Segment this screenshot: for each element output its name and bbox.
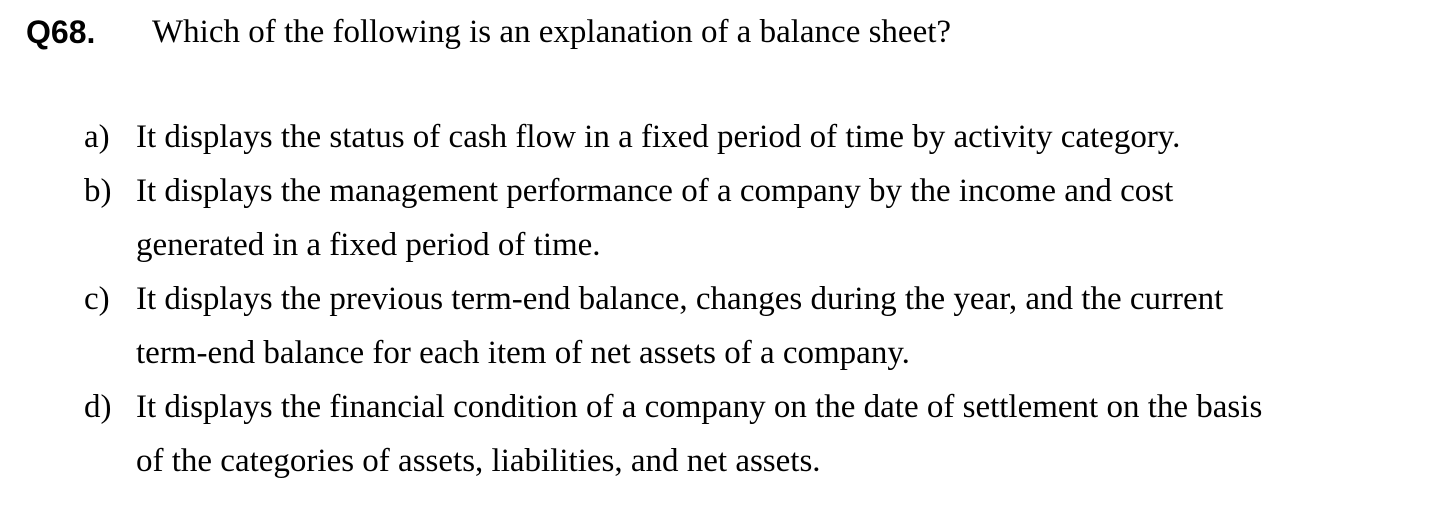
option-text: It displays the previous term-end balanc… (136, 272, 1424, 380)
option-text: It displays the status of cash flow in a… (136, 110, 1424, 164)
option-text-line: generated in a fixed period of time. (136, 227, 601, 263)
option-c: c) It displays the previous term-end bal… (84, 272, 1424, 380)
question-number: Q68. (26, 14, 96, 50)
option-text-line: It displays the management performance o… (136, 173, 1174, 209)
option-text-line: It displays the previous term-end balanc… (136, 281, 1224, 317)
option-text: It displays the financial condition of a… (136, 380, 1424, 488)
option-text-line: It displays the status of cash flow in a… (136, 119, 1181, 155)
option-text-line: It displays the financial condition of a… (136, 389, 1263, 425)
option-letter: c) (84, 281, 110, 317)
option-text-line: of the categories of assets, liabilities… (136, 443, 821, 479)
option-letter: d) (84, 389, 112, 425)
option-text-line: term-end balance for each item of net as… (136, 335, 910, 371)
option-letter: a) (84, 119, 110, 155)
answer-options: a) It displays the status of cash flow i… (84, 110, 1424, 488)
option-text: It displays the management performance o… (136, 164, 1424, 272)
option-a: a) It displays the status of cash flow i… (84, 110, 1424, 164)
option-b: b) It displays the management performanc… (84, 164, 1424, 272)
option-d: d) It displays the financial condition o… (84, 380, 1424, 488)
question-text: Which of the following is an explanation… (152, 14, 952, 50)
option-letter: b) (84, 173, 112, 209)
